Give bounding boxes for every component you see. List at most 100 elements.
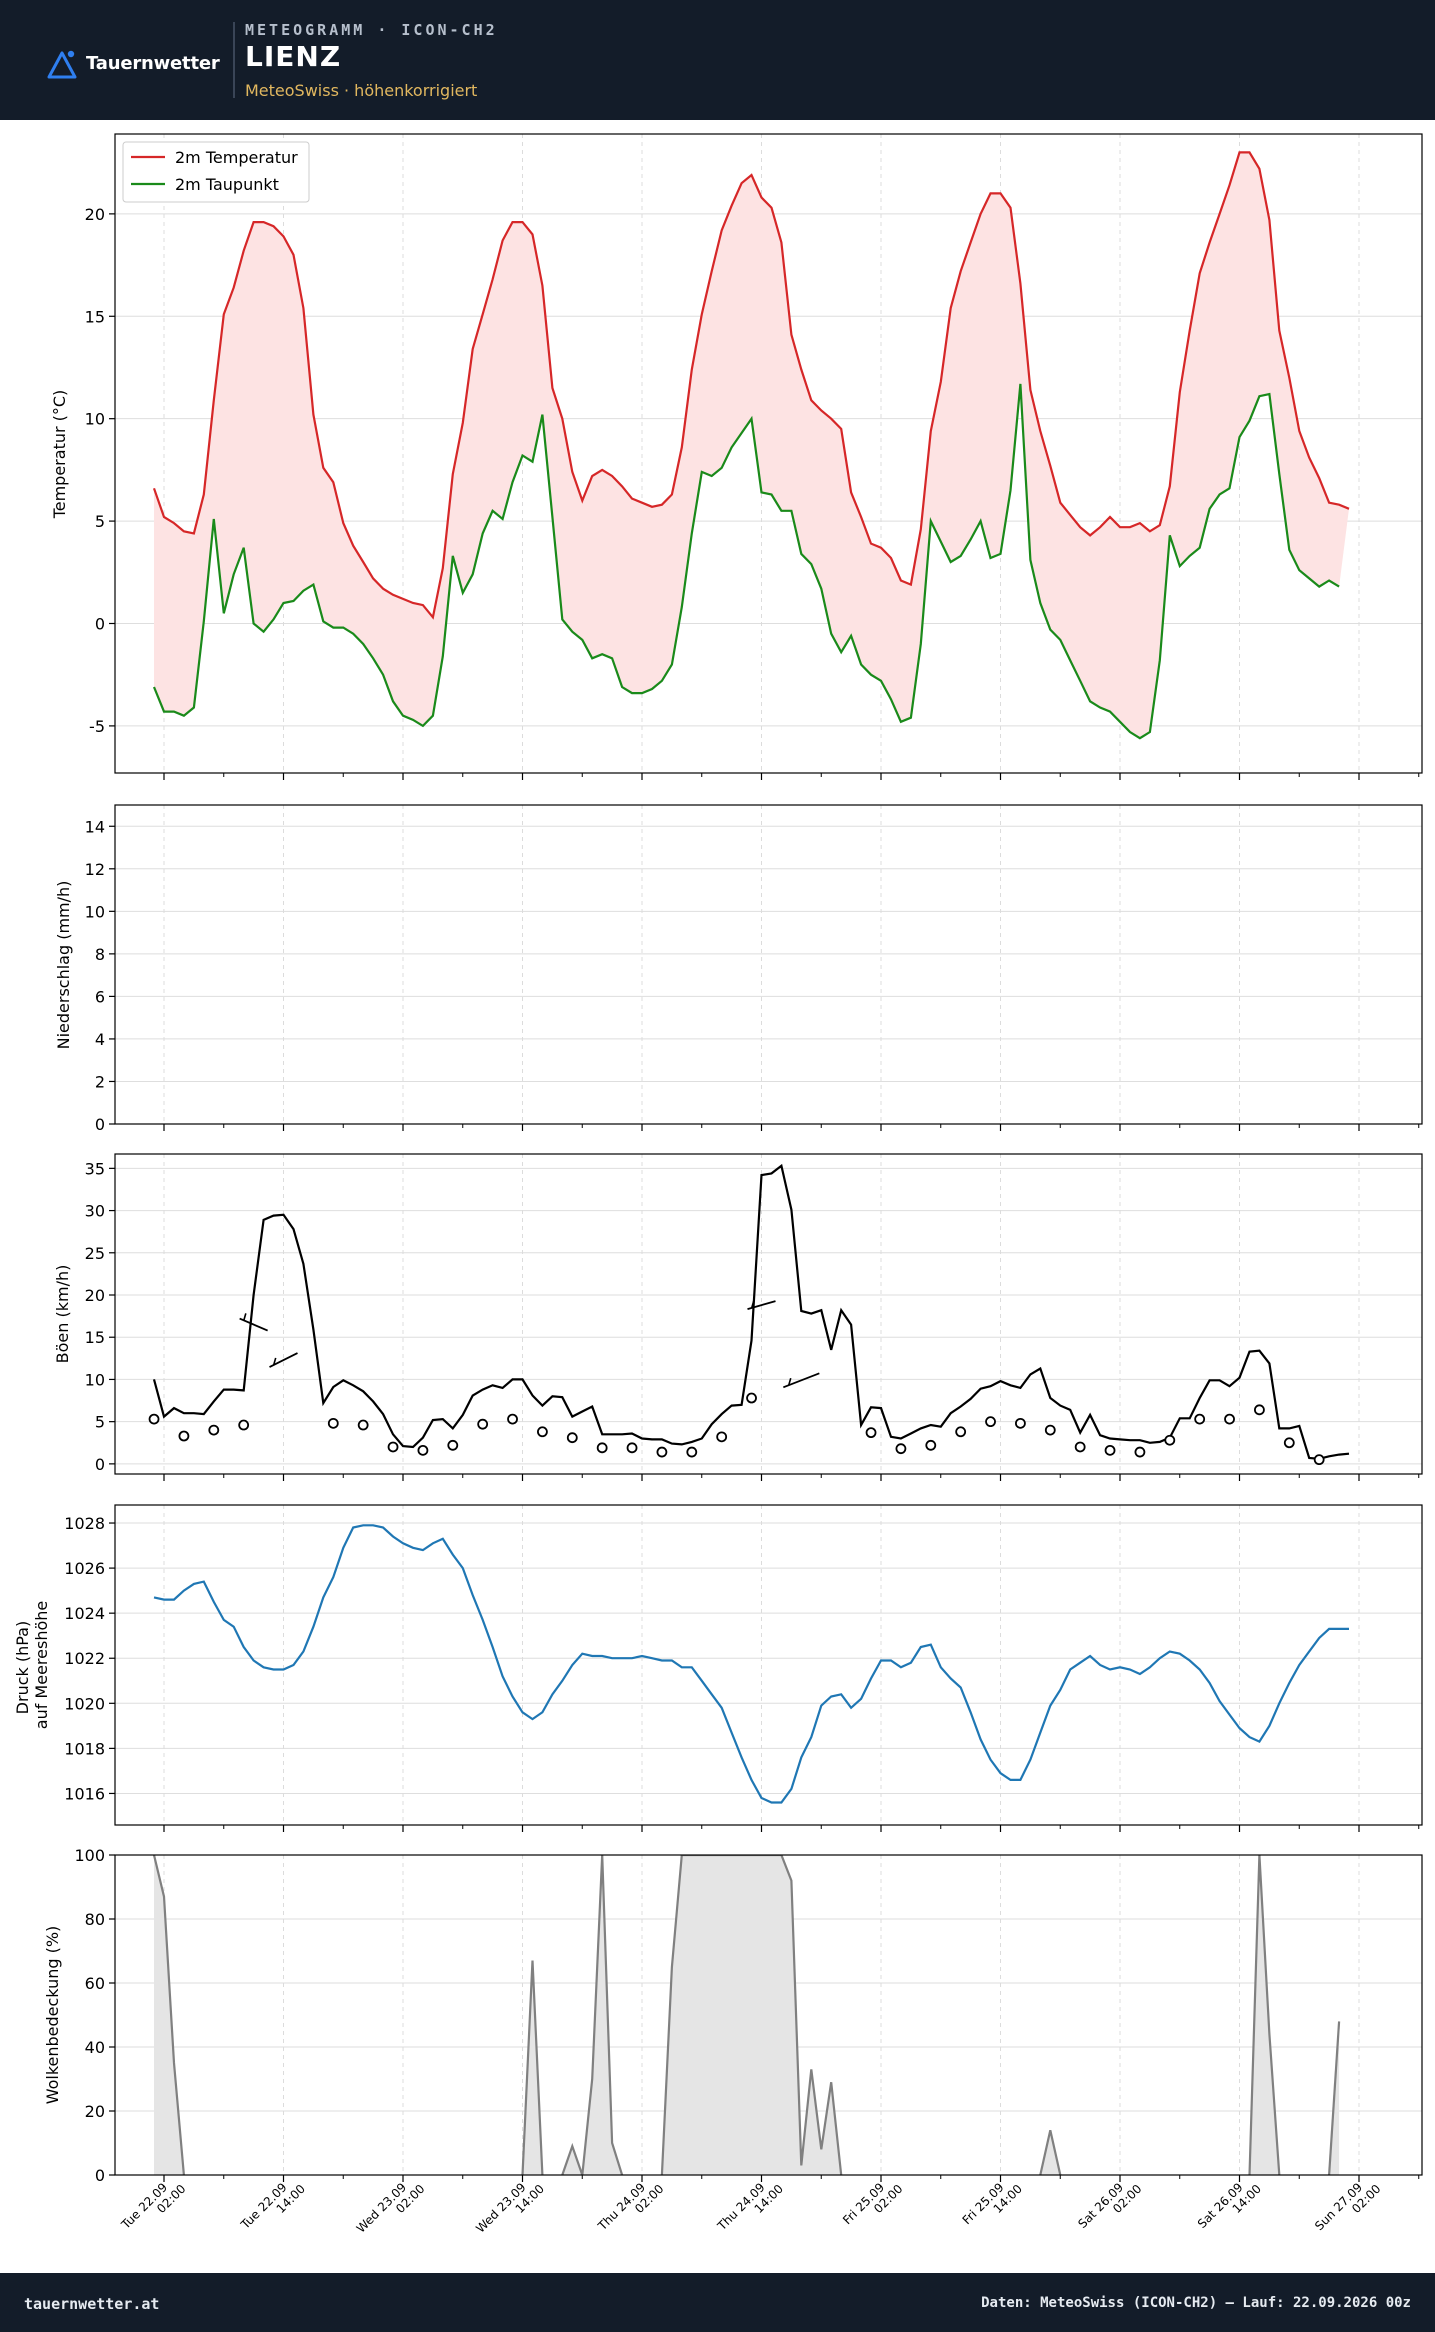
model-kicker: METEOGRAMM · ICON-CH2 [245, 21, 498, 39]
y-tick-label: 20 [85, 205, 105, 224]
y-tick-label: 1016 [64, 1784, 105, 1803]
x-tick-label: Tue 22.0914:00 [238, 2172, 308, 2242]
y-tick-label: 10 [85, 410, 105, 429]
pressure-y-ticks: 1016 1018 1020 1022 1024 1026 1028 [64, 1514, 115, 1803]
mean-wind-point [387, 1441, 399, 1453]
mean-wind-point [1104, 1444, 1116, 1456]
precipitation-frame [114, 804, 1423, 1125]
y-tick-label: 30 [85, 1202, 105, 1221]
mean-wind-point [148, 1413, 160, 1425]
mean-wind-point [746, 1392, 757, 1404]
y-tick-label: 1022 [64, 1649, 105, 1668]
cloud-line [152, 1855, 185, 2175]
y-tick-label: 15 [85, 1328, 105, 1347]
footer-site-link[interactable]: tauernwetter.at [24, 2295, 160, 2313]
temperature-x-ticks [163, 773, 1420, 780]
mean-wind-point [417, 1444, 429, 1456]
legend-box [122, 141, 310, 203]
pressure-y-label: Druck (hPa) auf Meereshöhe [13, 1601, 51, 1729]
mean-wind-point [985, 1416, 996, 1428]
precipitation-y-ticks: 0 2 4 6 8 10 12 14 [85, 817, 115, 1134]
y-tick-label: 1018 [64, 1739, 105, 1758]
y-tick-label: 14 [85, 817, 105, 836]
cloud-area-fills [152, 1855, 1341, 2175]
x-tick-label: Thu 24.0902:00 [595, 2172, 667, 2244]
cloud-line [561, 1855, 624, 2175]
x-tick-label: Wed 23.0902:00 [354, 2172, 428, 2246]
header-divider [233, 22, 235, 98]
series-line-boeen [152, 1163, 1350, 1460]
y-tick-label: 0 [95, 2166, 105, 2185]
mean-wind-point [955, 1426, 967, 1438]
mean-wind-point [925, 1439, 937, 1451]
y-tick-label: 1020 [64, 1694, 105, 1713]
y-tick-label: -5 [89, 717, 105, 736]
brand-logo[interactable]: Tauernwetter [45, 46, 220, 80]
wind-barb-flag [787, 1377, 792, 1386]
cloud-line [1248, 1855, 1281, 2175]
pressure-vertical-grid [163, 1505, 1360, 1825]
mean-wind-point [1313, 1454, 1325, 1466]
brand-name: Tauernwetter [86, 52, 220, 74]
precipitation-x-ticks [163, 1124, 1420, 1131]
precipitation-panel: 0 2 4 6 8 10 12 14 Niederschlag (mm/h) [54, 804, 1423, 1134]
wind-barb-markers [239, 1300, 820, 1389]
y-tick-label: 0 [95, 614, 105, 633]
precipitation-y-label: Niederschlag (mm/h) [54, 881, 73, 1050]
wind-barb-flag [750, 1300, 755, 1309]
pressure-grid [115, 1522, 1422, 1794]
pressure-y-label-line-2: auf Meereshöhe [32, 1601, 51, 1729]
x-tick-label: Fri 25.0914:00 [960, 2172, 1025, 2237]
temperature-y-ticks: -5 0 5 10 15 20 [85, 205, 115, 736]
pressure-panel: 1016 1018 1020 1022 1024 1026 1028 Druck (hPa)… [13, 1504, 1423, 1832]
x-tick-label: Sun 27.0902:00 [1312, 2172, 1383, 2243]
y-tick-label: 4 [95, 1030, 105, 1049]
y-tick-label: 40 [85, 2038, 105, 2057]
header-bar: Tauernwetter METEOGRAMM · ICON-CH2 LIENZ… [0, 0, 1435, 120]
precipitation-vertical-grid [163, 805, 1360, 1124]
mean-wind-point [656, 1446, 668, 1458]
y-tick-label: 0 [95, 1115, 105, 1134]
gusts-y-ticks: 0 5 10 15 20 25 30 35 [85, 1159, 115, 1474]
y-tick-label: 25 [85, 1244, 105, 1263]
y-tick-label: 60 [85, 1974, 105, 1993]
y-tick-label: 1024 [64, 1604, 105, 1623]
cloud-area [1040, 2130, 1061, 2175]
temperature-dewpoint-fill [154, 152, 1349, 739]
y-tick-label: 10 [85, 1370, 105, 1389]
y-tick-label: 1026 [64, 1559, 105, 1578]
wind-barb-flag [272, 1357, 277, 1366]
y-tick-label: 5 [95, 1413, 105, 1432]
temperature-panel: -5 0 5 10 15 20 Temperatur (°C) 2m Temperatur… [50, 133, 1423, 780]
y-tick-label: 35 [85, 1159, 105, 1178]
cloud-area [522, 1960, 543, 2175]
x-tick-label: Wed 23.0914:00 [473, 2172, 547, 2246]
pressure-y-label-line-1: Druck (hPa) [13, 1621, 32, 1715]
y-tick-label: 15 [85, 307, 105, 326]
gusts-vertical-grid [163, 1154, 1360, 1474]
mean-wind-point [447, 1439, 459, 1451]
y-tick-label: 5 [95, 512, 105, 531]
y-tick-label: 0 [95, 1455, 105, 1474]
wind-barb [239, 1317, 268, 1332]
mean-wind-point [477, 1418, 489, 1430]
cloud-line [1039, 2129, 1062, 2175]
footer-data-credit: Daten: MeteoSwiss (ICON-CH2) – Lauf: 22.… [981, 2295, 1411, 2311]
y-tick-label: 1028 [64, 1514, 105, 1533]
legend-label-2m-taupunkt: 2m Taupunkt [175, 175, 279, 194]
cloud-y-ticks: 0 20 40 60 80 100 [74, 1846, 115, 2185]
cloud-frame [114, 1854, 1423, 2176]
y-tick-label: 80 [85, 1910, 105, 1929]
mean-wind-point [327, 1417, 339, 1429]
y-tick-label: 10 [85, 902, 105, 921]
gusts-y-label: Böen (km/h) [53, 1265, 72, 1364]
series-line-2m-temperatur [152, 151, 1350, 620]
mean-wind-point [895, 1443, 907, 1455]
legend-label-2m-temperatur: 2m Temperatur [175, 148, 298, 167]
x-tick-label: Tue 22.0902:00 [118, 2172, 188, 2242]
mean-wind-point [686, 1446, 698, 1458]
gusts-x-ticks [163, 1474, 1420, 1481]
y-tick-label: 2 [95, 1072, 105, 1091]
mean-wind-point [1134, 1446, 1146, 1458]
